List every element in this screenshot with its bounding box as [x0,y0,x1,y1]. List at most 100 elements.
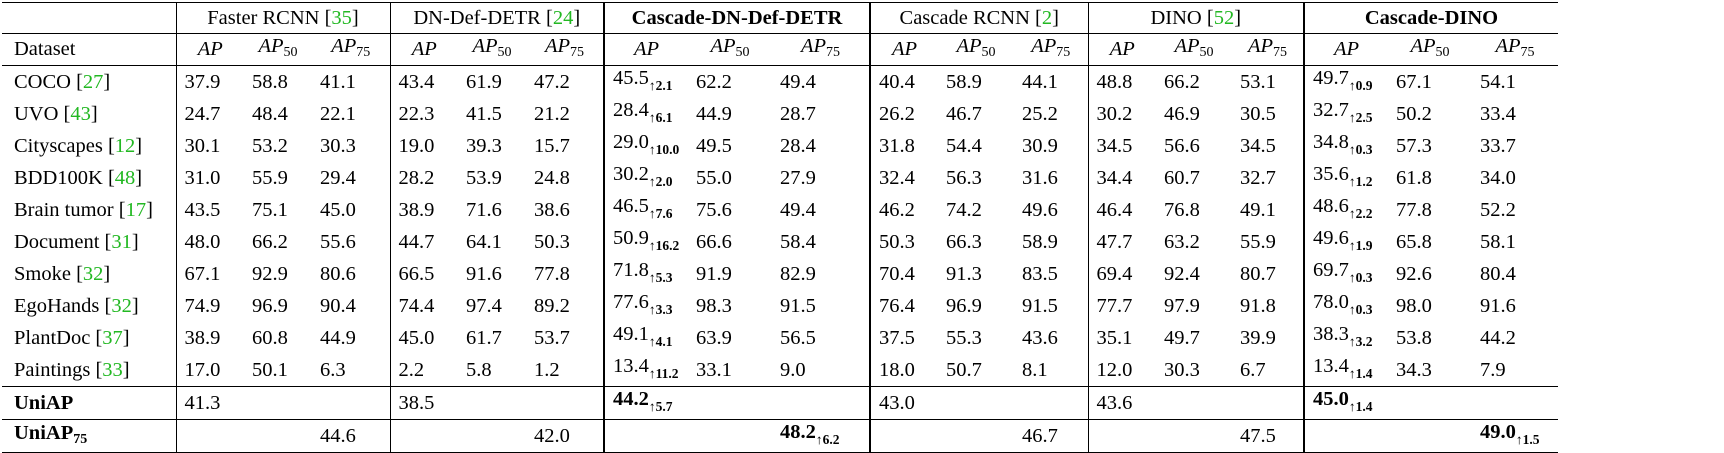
uniap-row: UniAP 41.3 38.5 44.2↑5.7 43.0 43.6 45.0↑1.4 [2,386,1558,420]
results-table-container: Faster RCNN [35] DN-Def-DETR [24] Cascade-… [2,2,1558,453]
model-name: Cascade-DN-Def-DETR [631,6,843,29]
uniap75-value: 46.7 [1022,424,1058,447]
metric-header: AP [603,33,688,66]
value: 30.2 [613,163,649,185]
value-cell: 15.7 [526,130,604,162]
value: 70.4 [879,262,915,285]
value-cell: 49.1 [1232,194,1304,226]
value: 67.1 [1396,70,1432,93]
gain-indicator: ↑10.0 [649,142,679,157]
value-cell: 30.2 [1087,98,1156,130]
value-cell: 92.6 [1388,258,1472,290]
value: 44.1 [1022,70,1058,93]
metric-name: AP [1031,35,1057,57]
gain-value: 1.2 [1355,174,1373,189]
value: 43.4 [398,70,435,93]
value: 74.2 [946,198,982,221]
value: 45.5 [613,67,649,89]
value-cell: 32.4 [869,162,938,194]
up-arrow-icon: ↑ [648,270,656,285]
value: 91.5 [780,294,816,317]
metric-subscript: 75 [826,45,841,60]
dataset-name-cell: UVO [43] [14,102,98,125]
value-cell: 91.3 [938,258,1014,290]
gain-indicator: ↑0.3 [1349,270,1373,285]
gain-value: 1.9 [1355,238,1373,253]
value-cell: 80.7 [1232,258,1304,290]
value: 66.6 [696,230,732,253]
value: 1.2 [534,358,560,381]
value-cell: 92.9 [244,258,312,290]
metric-label: AP [892,38,917,60]
uniap75-value: 42.0 [534,424,570,447]
value: 43.6 [1022,326,1058,349]
value-cell: 34.4 [1087,162,1156,194]
value: 39.3 [466,134,502,157]
metric-name: AP [1109,38,1135,60]
value-cell: 55.6 [312,226,390,258]
value-cell: 27.9 [772,162,871,194]
value-cell: 76.4 [869,290,938,322]
citation-link: 2 [1041,6,1053,29]
value: 60.7 [1164,166,1200,189]
gain-indicator: ↑6.1 [649,110,673,125]
value: 5.8 [466,358,492,381]
value: 96.9 [946,294,982,317]
value: 58.4 [780,230,816,253]
value: 91.3 [946,262,982,285]
gain-indicator: ↑0.3 [1349,142,1373,157]
gain-value: 2.1 [655,78,673,93]
value: 77.8 [1396,198,1432,221]
uniap-cell [1388,386,1472,420]
uniap75-cell [458,419,526,453]
dataset-name-cell: PlantDoc [37] [14,326,130,349]
gain-value: 5.7 [655,399,673,414]
metric-label: AP75 [545,35,584,60]
value: 77.6 [613,291,649,313]
value: 67.1 [184,262,221,285]
metric-header: AP50 [1388,33,1472,66]
value-cell: 30.9 [1014,130,1088,162]
value: 55.9 [1240,230,1276,253]
uniap75-cell: 49.0↑1.5 [1472,419,1558,453]
value: 66.3 [946,230,982,253]
value-cell: 96.9 [938,290,1014,322]
value: 63.9 [696,326,732,349]
value-cell: 46.4 [1087,194,1156,226]
uniap75-value: 44.6 [320,424,356,447]
value-cell: 44.2 [1472,322,1558,354]
gain-indicator: ↑3.3 [649,302,673,317]
gain-indicator: ↑5.7 [649,399,673,414]
value: 75.1 [252,198,288,221]
metric-header: AP75 [772,33,871,66]
value: 28.4 [780,134,816,157]
value-cell: 18.0 [869,354,938,387]
up-arrow-icon: ↑ [1348,302,1356,317]
up-arrow-icon: ↑ [648,206,656,221]
citation-link: 52 [1213,6,1235,29]
dataset-name: COCO [14,70,71,93]
dataset-name-cell: BDD100K [48] [14,166,143,189]
gain-value: 0.3 [1355,142,1373,157]
value: 13.4 [613,355,649,377]
value-cell: 97.9 [1156,290,1232,322]
metric-label: AP50 [956,35,995,60]
value: 49.7 [1313,67,1349,89]
value-cell: 46.7 [938,98,1014,130]
uniap-value: 43.6 [1096,391,1133,414]
value-cell: 12.0 [1087,354,1156,387]
value-cell: 21.2 [526,98,604,130]
dataset-name: Document [14,230,100,253]
value: 30.1 [184,134,221,157]
value-cell: 31.6 [1014,162,1088,194]
value-cell: 74.9 [175,290,244,322]
value-cell: 66.2 [1156,66,1232,99]
value: 29.4 [320,166,356,189]
up-arrow-icon: ↑ [648,238,656,253]
uniap-value: 43.0 [879,391,915,414]
metric-header: AP50 [938,33,1014,66]
dataset-name: PlantDoc [14,326,91,349]
metric-subscript: 50 [735,45,750,60]
value: 29.0 [613,131,649,153]
value: 56.3 [946,166,982,189]
